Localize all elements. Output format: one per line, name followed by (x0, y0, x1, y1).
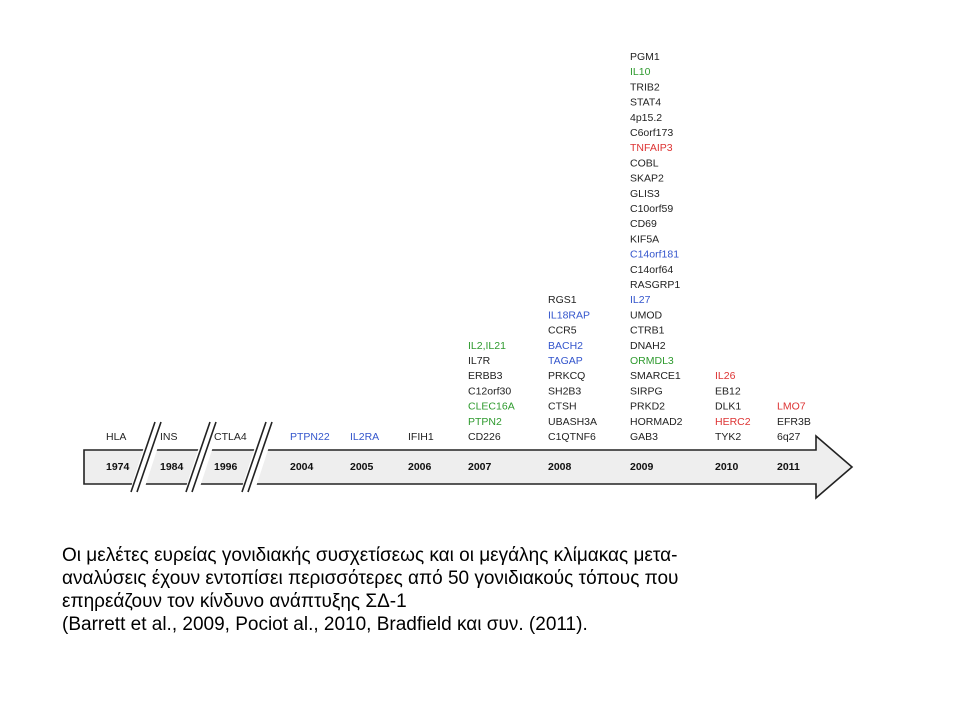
gene-label: COBL (630, 157, 659, 169)
gene-label: SH2B3 (548, 385, 581, 397)
gene-column-2008: RGS1 IL18RAP CCR5 BACH2 TAGAP PRKCQ SH2B3 CTSH U… (548, 294, 597, 443)
caption: Οι μελέτες ευρείας γονιδιακής συσχετίσεω… (62, 544, 922, 636)
gene-column-2011: LMO7 EFR3B 6q27 (777, 401, 811, 443)
gene-label: DLK1 (715, 401, 741, 413)
gene-label: HORMAD2 (630, 416, 683, 428)
year-label-1984: 1984 (160, 461, 184, 473)
gene-label: RASGRP1 (630, 279, 680, 291)
gene-column-2010: IL26 EB12 DLK1 HERC2 TYK2 (715, 370, 751, 443)
gene-label: CLEC16A (468, 401, 515, 413)
gene-label: SKAP2 (630, 173, 664, 185)
gene-label: IL10 (630, 66, 651, 78)
caption-line-2: αναλύσεις έχουν εντοπίσει περισσότερες α… (62, 568, 679, 589)
gene-label: CTLA4 (214, 431, 247, 443)
gene-label: RGS1 (548, 294, 577, 306)
gene-label: C14orf181 (630, 249, 679, 261)
gene-label: HLA (106, 431, 126, 443)
gene-label: CCR5 (548, 325, 577, 337)
gene-label: C12orf30 (468, 385, 511, 397)
gene-label: TAGAP (548, 355, 583, 367)
gene-label: IL27 (630, 294, 651, 306)
year-label-1974: 1974 (106, 461, 130, 473)
gene-column-1974: HLA (106, 431, 126, 443)
gene-column-2004: PTPN22 (290, 431, 330, 443)
gene-label: GLIS3 (630, 188, 660, 200)
year-label-1996: 1996 (214, 461, 238, 473)
gene-label: CD69 (630, 218, 657, 230)
axis-break-2 (184, 421, 222, 493)
gene-discovery-timeline: 1974 1984 1996 2004 2005 2006 2007 2008 2009 2010… (83, 51, 854, 500)
gene-label: IL18RAP (548, 309, 590, 321)
year-label-2007: 2007 (468, 461, 492, 473)
gene-label: IFIH1 (408, 431, 434, 443)
gene-label: PRKCQ (548, 370, 585, 382)
gene-label: STAT4 (630, 97, 661, 109)
gene-label: C1QTNF6 (548, 431, 596, 443)
gene-label: DNAH2 (630, 340, 666, 352)
gene-label: BACH2 (548, 340, 583, 352)
gene-label: IL2,IL21 (468, 340, 506, 352)
gene-label: 6q27 (777, 431, 801, 443)
gene-label: CTRB1 (630, 325, 665, 337)
gene-label: PTPN2 (468, 416, 502, 428)
gene-label: PTPN22 (290, 431, 330, 443)
gene-label: HERC2 (715, 416, 751, 428)
gene-column-1996: CTLA4 (214, 431, 247, 443)
gene-column-1984: INS (160, 431, 178, 443)
gene-label: PRKD2 (630, 401, 665, 413)
year-label-2004: 2004 (290, 461, 314, 473)
year-label-2005: 2005 (350, 461, 374, 473)
caption-line-3: επηρεάζουν τον κίνδυνο ανάπτυξης ΣΔ-1 (62, 591, 407, 612)
caption-line-1: Οι μελέτες ευρείας γονιδιακής συσχετίσεω… (62, 545, 678, 566)
gene-column-2007: IL2,IL21 IL7R ERBB3 C12orf30 CLEC16A PTPN2 CD2… (468, 340, 515, 443)
gene-label: GAB3 (630, 431, 658, 443)
year-label-2011: 2011 (777, 461, 800, 473)
gene-label: KIF5A (630, 233, 659, 245)
gene-label: UBASH3A (548, 416, 597, 428)
gene-label: UMOD (630, 309, 662, 321)
gene-label: CTSH (548, 401, 577, 413)
caption-line-4: (Barrett et al., 2009, Pociot al., 2010,… (62, 614, 588, 635)
gene-label: CD226 (468, 431, 501, 443)
gene-column-2005: IL2RA (350, 431, 379, 443)
timeline-arrow (83, 434, 854, 500)
gene-label: 4p15.2 (630, 112, 662, 124)
gene-label: LMO7 (777, 401, 806, 413)
gene-column-2009: PGM1 IL10 TRIB2 STAT4 4p15.2 C6orf173 TNFAIP3 C… (630, 51, 683, 443)
gene-label: TNFAIP3 (630, 142, 673, 154)
axis-break-1 (129, 421, 167, 493)
year-label-2010: 2010 (715, 461, 739, 473)
year-label-2009: 2009 (630, 461, 654, 473)
gene-label: IL7R (468, 355, 491, 367)
gene-label: C10orf59 (630, 203, 673, 215)
gene-label: SMARCE1 (630, 370, 681, 382)
year-label-2008: 2008 (548, 461, 572, 473)
gene-label: INS (160, 431, 178, 443)
gene-label: SIRPG (630, 385, 663, 397)
gene-label: IL2RA (350, 431, 379, 443)
gene-label: ORMDL3 (630, 355, 674, 367)
gene-label: PGM1 (630, 51, 660, 63)
gene-label: C6orf173 (630, 127, 673, 139)
gene-label: C14orf64 (630, 264, 673, 276)
gene-label: EB12 (715, 385, 741, 397)
gene-label: EFR3B (777, 416, 811, 428)
gene-label: ERBB3 (468, 370, 503, 382)
year-label-2006: 2006 (408, 461, 432, 473)
gene-label: TRIB2 (630, 81, 660, 93)
gene-column-2006: IFIH1 (408, 431, 434, 443)
axis-break-3 (240, 421, 278, 493)
gene-label: TYK2 (715, 431, 741, 443)
gene-label: IL26 (715, 370, 736, 382)
